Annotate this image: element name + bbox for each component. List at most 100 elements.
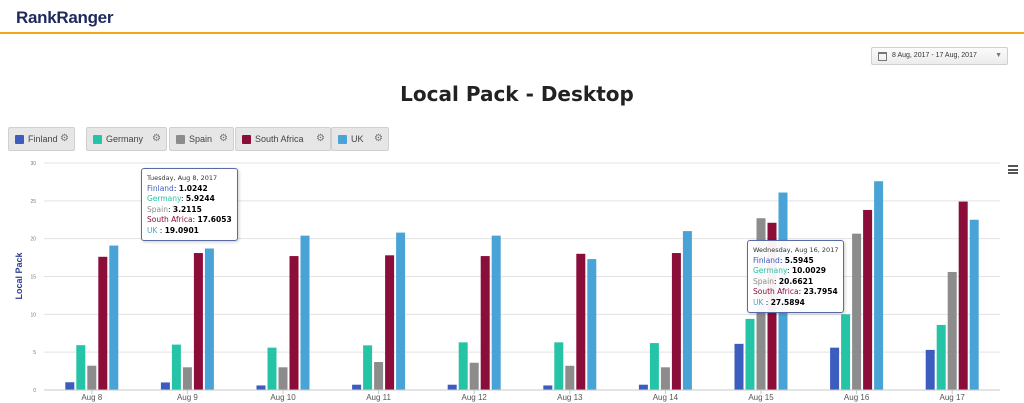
legend-item-finland[interactable]: Finland ⚙	[8, 127, 75, 151]
y-tick-label: 20	[30, 237, 36, 243]
bar-germany-aug-14[interactable]	[649, 343, 659, 390]
tooltip-aug-8: Tuesday, Aug 8, 2017 Finland: 1.0242 Ger…	[141, 168, 238, 241]
y-tick-label: 5	[33, 350, 36, 356]
bar-south-africa-aug-14[interactable]	[671, 253, 681, 390]
chevron-down-icon: ▼	[995, 52, 1002, 59]
bar-finland-aug-10[interactable]	[256, 385, 266, 390]
tooltip-row-uk: UK : 19.0901	[147, 225, 199, 235]
bar-finland-aug-16[interactable]	[830, 347, 840, 390]
bar-uk-aug-13[interactable]	[587, 259, 597, 390]
chart-title: Local Pack - Desktop	[400, 82, 634, 106]
bar-south-africa-aug-13[interactable]	[576, 253, 586, 390]
bar-uk-aug-10[interactable]	[300, 235, 310, 390]
tooltip-row-south-africa: South Africa: 17.6053	[147, 215, 232, 224]
bar-uk-aug-11[interactable]	[396, 232, 406, 390]
tooltip-row-south-africa: South Africa: 23.7954	[753, 287, 838, 296]
tooltip-date: Wednesday, Aug 16, 2017	[753, 246, 839, 254]
bar-finland-aug-11[interactable]	[352, 384, 362, 390]
top-bar: RankRanger	[0, 0, 1024, 34]
bar-finland-aug-15[interactable]	[734, 343, 744, 390]
x-tick-label: Aug 15	[748, 393, 774, 402]
legend-item-uk[interactable]: UK ⚙	[331, 127, 389, 151]
bar-uk-aug-8[interactable]	[109, 245, 119, 390]
bar-germany-aug-12[interactable]	[458, 342, 468, 390]
gear-icon[interactable]: ⚙	[152, 133, 161, 144]
gear-icon[interactable]: ⚙	[219, 133, 228, 144]
bar-south-africa-aug-8[interactable]	[98, 256, 108, 390]
bar-spain-aug-11[interactable]	[374, 362, 384, 390]
gear-icon[interactable]: ⚙	[60, 133, 69, 144]
bar-finland-aug-14[interactable]	[638, 384, 648, 390]
x-tick-label: Aug 8	[81, 393, 102, 402]
bar-uk-aug-17[interactable]	[969, 219, 979, 390]
x-tick-label: Aug 11	[366, 393, 391, 402]
bar-uk-aug-16[interactable]	[874, 181, 884, 390]
bar-germany-aug-9[interactable]	[171, 344, 181, 390]
tooltip-row-spain: Spain: 20.6621	[753, 276, 814, 286]
chart-menu-icon[interactable]	[1008, 165, 1018, 174]
bar-finland-aug-9[interactable]	[160, 382, 170, 390]
legend-swatch	[338, 135, 347, 144]
legend-item-south-africa[interactable]: South Africa ⚙	[235, 127, 331, 151]
date-range-picker[interactable]: 8 Aug, 2017 - 17 Aug, 2017 ▼	[871, 47, 1008, 65]
bar-spain-aug-16[interactable]	[852, 233, 862, 390]
y-tick-label: 30	[30, 161, 36, 167]
bar-south-africa-aug-9[interactable]	[193, 253, 203, 390]
bar-finland-aug-17[interactable]	[925, 349, 935, 390]
bar-spain-aug-17[interactable]	[947, 271, 957, 390]
legend-item-germany[interactable]: Germany ⚙	[86, 127, 167, 151]
date-range-label: 8 Aug, 2017 - 17 Aug, 2017	[892, 52, 977, 59]
x-tick-label: Aug 16	[844, 393, 870, 402]
bar-uk-aug-12[interactable]	[491, 235, 501, 390]
bar-spain-aug-9[interactable]	[182, 367, 192, 390]
bar-germany-aug-16[interactable]	[841, 314, 851, 390]
bar-germany-aug-13[interactable]	[554, 342, 564, 390]
bar-spain-aug-8[interactable]	[87, 365, 97, 390]
bar-finland-aug-13[interactable]	[543, 385, 553, 390]
bar-south-africa-aug-12[interactable]	[480, 256, 490, 390]
tooltip-row-finland: Finland: 1.0242	[147, 183, 208, 193]
x-tick-label: Aug 10	[270, 393, 296, 402]
bar-spain-aug-13[interactable]	[565, 365, 575, 390]
bar-germany-aug-10[interactable]	[267, 347, 277, 390]
bar-south-africa-aug-16[interactable]	[863, 209, 873, 390]
legend-item-spain[interactable]: Spain ⚙	[169, 127, 234, 151]
bar-finland-aug-12[interactable]	[447, 384, 457, 390]
bar-south-africa-aug-11[interactable]	[385, 255, 395, 390]
bar-uk-aug-14[interactable]	[682, 231, 692, 390]
x-tick-label: Aug 17	[940, 393, 966, 402]
y-tick-label: 10	[30, 312, 36, 318]
y-axis-label: Local Pack	[14, 251, 24, 299]
bar-germany-aug-8[interactable]	[76, 345, 86, 390]
tooltip-row-germany: Germany: 10.0029	[753, 266, 827, 275]
bar-germany-aug-15[interactable]	[745, 318, 755, 390]
bar-spain-aug-10[interactable]	[278, 367, 288, 390]
legend-swatch	[176, 135, 185, 144]
chart-axis: 0 5 10 15 20 25 30 Aug 8 Aug 9 Aug 10 Aug 11 Aug 12…	[30, 161, 1000, 402]
bar-germany-aug-17[interactable]	[936, 324, 946, 390]
tooltip-aug-16: Wednesday, Aug 16, 2017 Finland: 5.5945 …	[747, 240, 845, 313]
calendar-icon	[878, 52, 887, 61]
legend-swatch	[15, 135, 24, 144]
tooltip-row-finland: Finland: 5.5945	[753, 255, 814, 265]
y-tick-label: 0	[33, 388, 36, 394]
bar-spain-aug-14[interactable]	[660, 367, 670, 390]
x-tick-label: Aug 9	[177, 393, 198, 402]
gear-icon[interactable]: ⚙	[316, 133, 325, 144]
bar-spain-aug-12[interactable]	[469, 362, 479, 390]
tooltip-row-spain: Spain: 3.2115	[147, 204, 202, 214]
bar-finland-aug-8[interactable]	[65, 382, 75, 390]
x-tick-label: Aug 13	[557, 393, 583, 402]
x-tick-label: Aug 14	[653, 393, 679, 402]
bar-south-africa-aug-10[interactable]	[289, 256, 299, 390]
y-tick-label: 15	[30, 275, 36, 281]
legend-swatch	[93, 135, 102, 144]
bar-uk-aug-9[interactable]	[204, 248, 214, 390]
bar-germany-aug-11[interactable]	[363, 345, 373, 390]
bar-south-africa-aug-17[interactable]	[958, 201, 968, 390]
y-tick-label: 25	[30, 199, 36, 205]
x-tick-label: Aug 12	[462, 393, 488, 402]
gear-icon[interactable]: ⚙	[374, 133, 383, 144]
rankranger-logo[interactable]: RankRanger	[16, 8, 114, 27]
